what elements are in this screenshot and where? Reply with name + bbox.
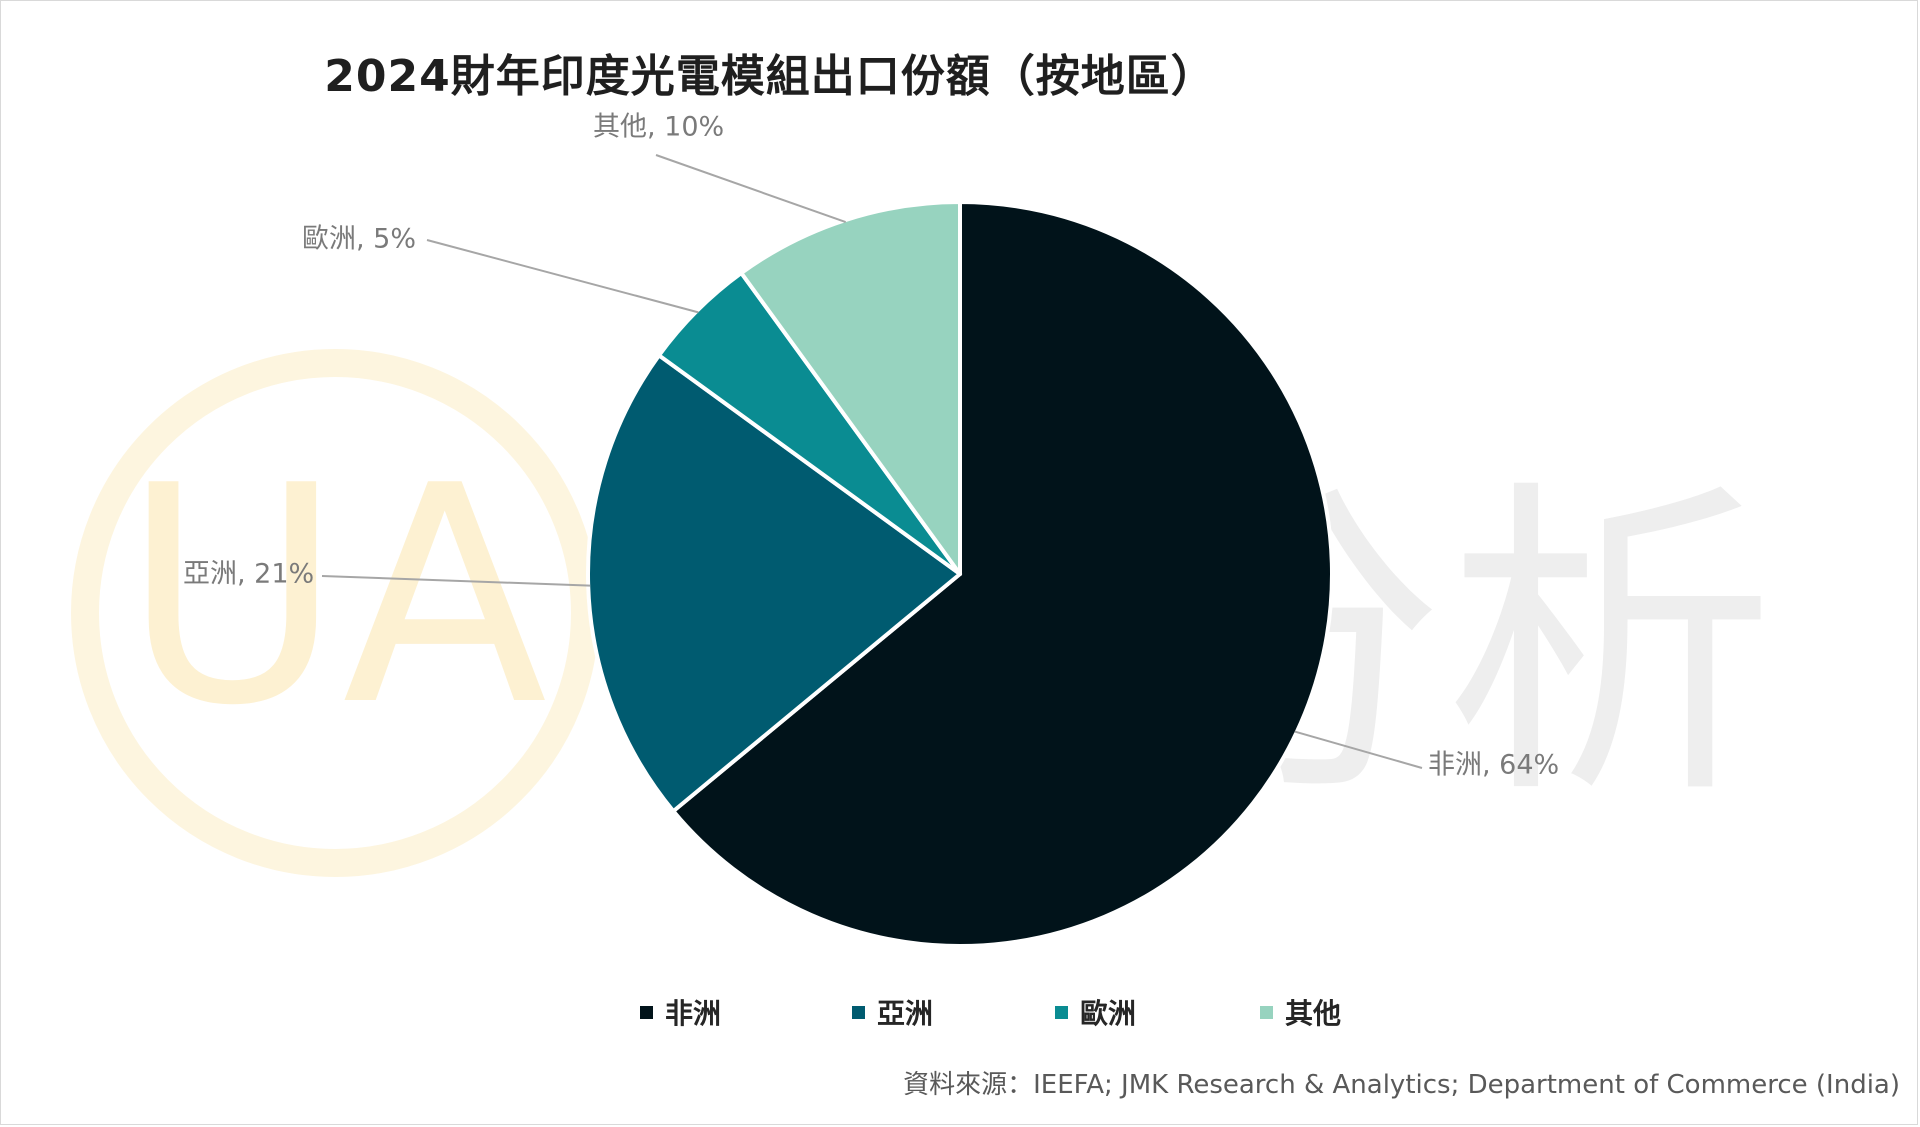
data-label-1: 非洲, 64% — [1428, 750, 1559, 781]
data-label-2: 亞洲, 21% — [183, 559, 314, 590]
leader-line-3 — [426, 239, 699, 314]
chart-title: 2024財年印度光電模組出口份額（按地區） — [324, 51, 1216, 102]
legend-item-europe: 歐洲 — [1055, 992, 1136, 1032]
data-label-3: 歐洲, 5% — [302, 224, 416, 255]
legend-swatch — [1260, 1005, 1273, 1019]
data-labels: 非洲, 64% 亞洲, 21% 歐洲, 5% 其他, 10% — [183, 112, 1559, 781]
watermark-glyphs: UA — [123, 422, 549, 771]
legend-item-other: 其他 — [1260, 992, 1341, 1032]
legend-label: 歐洲 — [1080, 997, 1137, 1030]
watermark-ring — [71, 349, 599, 877]
leader-line-2 — [321, 575, 591, 587]
leader-line-4 — [655, 154, 846, 224]
legend-label: 非洲 — [665, 997, 722, 1030]
legend-label: 亞洲 — [877, 997, 934, 1030]
legend-label: 其他 — [1285, 997, 1342, 1030]
legend-swatch — [1055, 1005, 1068, 1019]
leader-line-1 — [1294, 730, 1423, 769]
legend-swatch — [640, 1005, 653, 1019]
source-note: 資料來源：IEEFA; JMK Research & Analytics; De… — [903, 1070, 1900, 1100]
data-label-4: 其他, 10% — [593, 112, 724, 143]
legend-item-africa: 非洲 — [640, 992, 721, 1032]
pie-slices — [586, 200, 1334, 948]
legend-item-asia: 亞洲 — [852, 992, 933, 1032]
pie-slice-4 — [739, 200, 962, 576]
legend: 非洲 亞洲 歐洲 其他 — [640, 992, 1440, 1032]
legend-swatch — [852, 1005, 865, 1019]
leader-lines — [321, 154, 1423, 769]
